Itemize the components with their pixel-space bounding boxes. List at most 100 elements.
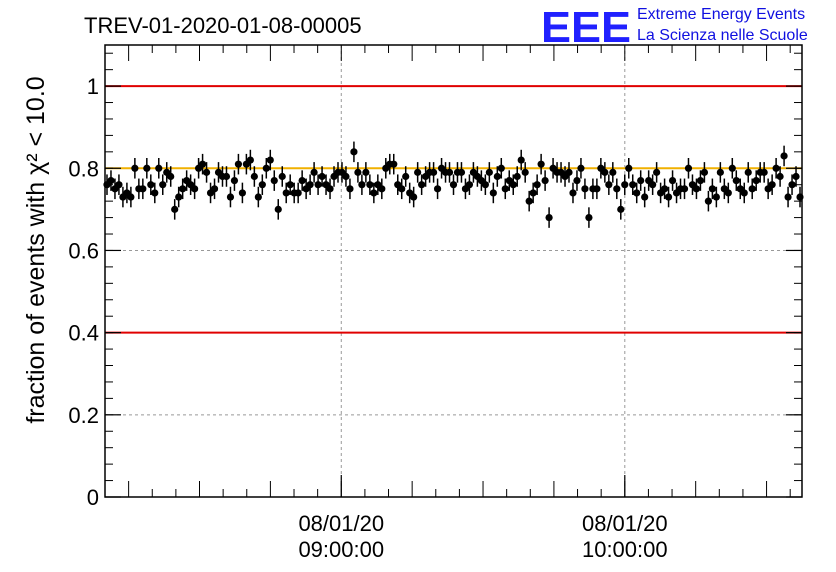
data-point (708, 185, 716, 193)
data-point (167, 172, 175, 181)
data-point (175, 193, 183, 201)
data-point (342, 172, 350, 181)
data-point (485, 168, 493, 176)
data-point (171, 205, 179, 213)
axes: 00.20.40.60.8108/01/2009:00:0008/01/2010… (68, 45, 802, 562)
data-point (202, 168, 211, 176)
data-point (641, 193, 649, 201)
data-point (310, 168, 318, 176)
data-point (262, 164, 270, 172)
data-point (155, 164, 163, 172)
data-point (234, 160, 243, 168)
data-point (230, 177, 239, 185)
data-point (433, 185, 442, 193)
data-point (768, 181, 776, 189)
data-point (744, 168, 752, 176)
data-point (545, 213, 553, 222)
data-point (258, 181, 266, 189)
data-point (131, 164, 139, 172)
data-point (692, 185, 701, 193)
data-point (613, 185, 621, 193)
data-point (250, 172, 258, 181)
data-point (501, 185, 509, 193)
data-point (712, 193, 720, 201)
y-tick-label: 0.2 (68, 403, 99, 428)
data-point (696, 177, 705, 185)
x-tick-label-date: 08/01/20 (582, 511, 668, 536)
data-point (668, 177, 677, 185)
data-point (593, 185, 601, 193)
y-axis-label: fraction of events with χ² < 10.0 (22, 76, 50, 423)
data-point (577, 164, 585, 172)
data-point (286, 181, 294, 189)
data-point (107, 177, 115, 185)
data-point (481, 181, 489, 189)
data-point (780, 152, 788, 160)
data-point (198, 160, 207, 168)
data-point (740, 189, 748, 197)
data-point (525, 197, 533, 205)
data-point (398, 185, 406, 193)
data-point (278, 172, 286, 181)
data-point (700, 168, 709, 176)
data-point (378, 185, 386, 193)
data-point (585, 213, 593, 222)
data-point (191, 185, 199, 193)
y-tick-label: 1 (87, 74, 99, 99)
data-point (294, 189, 302, 197)
data-point (625, 164, 633, 172)
data-point (748, 185, 756, 193)
data-point (788, 181, 796, 189)
eee-logo: EEE Extreme Energy Events La Scienza nel… (541, 3, 808, 52)
data-point (776, 172, 784, 181)
x-tick-label-time: 10:00:00 (582, 537, 668, 562)
data-point (521, 168, 529, 176)
data-point (537, 160, 545, 168)
data-point (159, 181, 167, 189)
data-point (517, 156, 525, 164)
data-point (143, 164, 151, 172)
data-point (704, 197, 713, 205)
data-point (609, 168, 617, 176)
y-tick-label: 0.8 (68, 156, 99, 181)
data-point (621, 181, 629, 189)
data-point (728, 164, 736, 172)
data-point (410, 193, 418, 201)
data-point (633, 189, 641, 197)
data-point (266, 156, 274, 164)
data-point (465, 181, 474, 189)
data-point (358, 181, 366, 189)
data-point (772, 164, 780, 172)
data-point (684, 164, 693, 172)
data-point (660, 185, 669, 193)
data-point (457, 168, 466, 176)
y-tick-label: 0.4 (68, 321, 99, 346)
data-point (362, 168, 370, 176)
logo-mark: EEE (541, 3, 631, 52)
data-point (318, 172, 326, 181)
data-point (226, 193, 235, 201)
data-point (270, 177, 278, 185)
data-point (760, 168, 768, 176)
data-point (489, 189, 497, 197)
data-point (653, 168, 661, 176)
data-point (370, 189, 378, 197)
data-point (350, 148, 358, 156)
data-point (664, 193, 673, 201)
data-point (147, 181, 155, 189)
data-point (497, 164, 505, 172)
data-point (601, 168, 609, 176)
data-point (274, 205, 282, 213)
data-points (103, 141, 804, 228)
y-tick-label: 0.6 (68, 238, 99, 263)
data-point (418, 181, 426, 189)
data-point (581, 185, 589, 193)
data-point (390, 160, 398, 168)
data-point (238, 189, 247, 197)
data-point (179, 185, 187, 193)
data-point (254, 193, 262, 201)
logo-line1: Extreme Energy Events (637, 6, 805, 23)
data-point (445, 168, 454, 176)
data-point (115, 181, 123, 189)
